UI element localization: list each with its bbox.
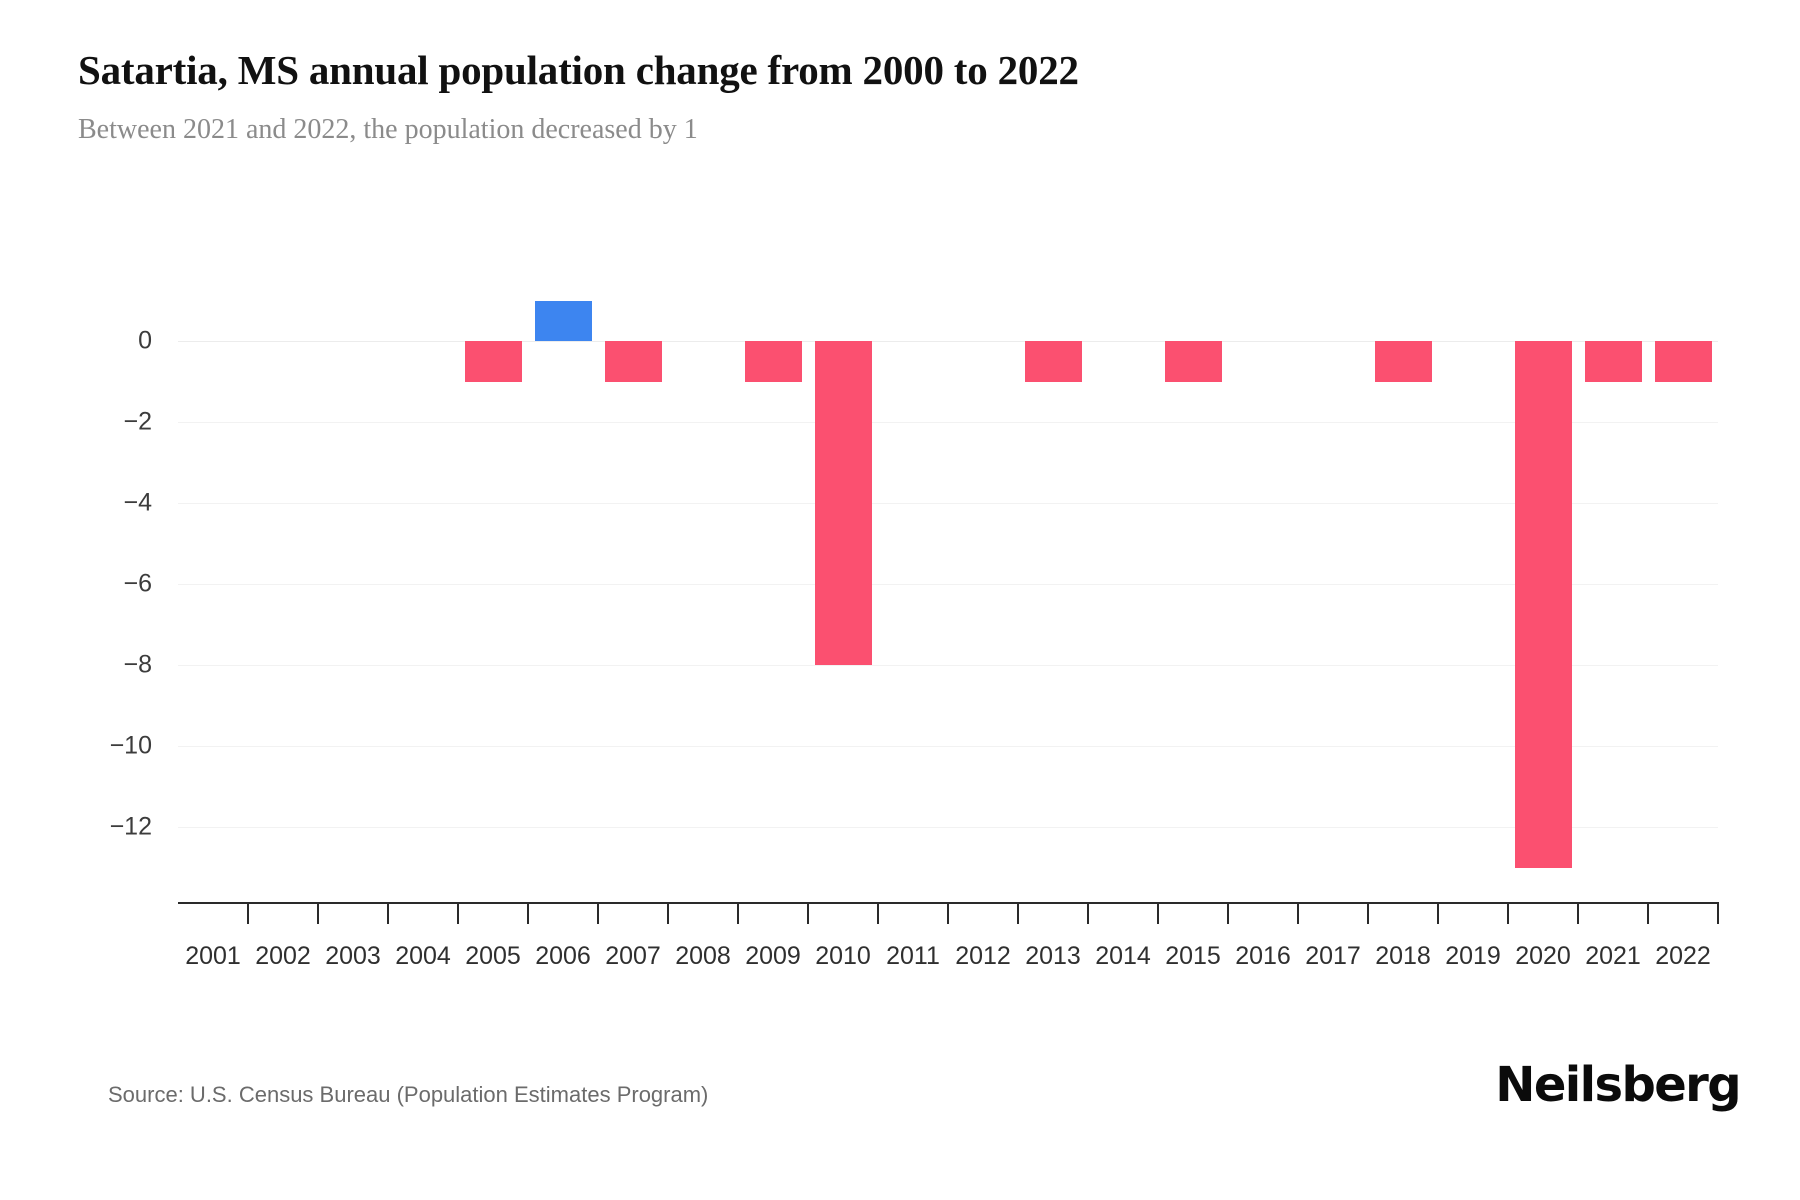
bar-2018[interactable] <box>1374 341 1432 382</box>
y-tick-label: −12 <box>109 812 152 841</box>
y-tick-label: −10 <box>109 731 152 760</box>
x-tick-label-2021: 2021 <box>1585 942 1641 970</box>
x-tick-label-2002: 2002 <box>255 942 311 970</box>
page-title: Satartia, MS annual population change fr… <box>78 47 1079 93</box>
x-tick-label-2018: 2018 <box>1375 942 1431 970</box>
x-tick-label-2006: 2006 <box>535 942 591 970</box>
chart-header: Satartia, MS annual population change fr… <box>78 47 1740 147</box>
brand-logo: Neilsberg <box>1495 1057 1741 1113</box>
x-tick-label-2009: 2009 <box>745 942 801 970</box>
gridline--10 <box>178 746 1718 747</box>
bar-2009[interactable] <box>744 341 802 382</box>
y-tick-label: −4 <box>123 488 152 517</box>
gridline--12 <box>178 827 1718 828</box>
x-tick-label-2015: 2015 <box>1165 942 1221 970</box>
y-tick-label: −2 <box>123 407 152 436</box>
x-tick-label-2011: 2011 <box>886 942 940 970</box>
bar-2022[interactable] <box>1654 341 1712 382</box>
bar-2006[interactable] <box>534 300 592 341</box>
x-tick-mark <box>1647 902 1649 924</box>
x-tick-mark <box>807 902 809 924</box>
bar-2020[interactable] <box>1514 341 1572 868</box>
x-tick-mark <box>1437 902 1439 924</box>
x-tick-label-2019: 2019 <box>1445 942 1501 970</box>
x-tick-mark <box>877 902 879 924</box>
x-tick-mark <box>1717 902 1719 924</box>
x-tick-mark <box>1297 902 1299 924</box>
y-tick-label: 0 <box>138 326 152 355</box>
x-tick-label-2010: 2010 <box>815 942 871 970</box>
x-tick-label-2012: 2012 <box>955 942 1011 970</box>
x-tick-label-2005: 2005 <box>465 942 521 970</box>
bar-2007[interactable] <box>604 341 662 382</box>
y-tick-label: −8 <box>123 650 152 679</box>
bar-2013[interactable] <box>1024 341 1082 382</box>
x-tick-mark <box>527 902 529 924</box>
x-tick-label-2013: 2013 <box>1025 942 1081 970</box>
x-tick-label-2017: 2017 <box>1305 942 1361 970</box>
gridline-0 <box>178 341 1718 342</box>
bar-2010[interactable] <box>814 341 872 665</box>
x-tick-label-2004: 2004 <box>395 942 451 970</box>
x-tick-label-2020: 2020 <box>1515 942 1571 970</box>
gridline--2 <box>178 422 1718 423</box>
x-tick-mark <box>737 902 739 924</box>
bar-2021[interactable] <box>1584 341 1642 382</box>
gridline--6 <box>178 584 1718 585</box>
x-tick-label-2022: 2022 <box>1655 942 1711 970</box>
x-tick-mark <box>1507 902 1509 924</box>
gridline--8 <box>178 665 1718 666</box>
x-tick-mark <box>1087 902 1089 924</box>
x-tick-label-2008: 2008 <box>675 942 731 970</box>
chart-subtitle: Between 2021 and 2022, the population de… <box>78 113 698 145</box>
x-tick-mark <box>457 902 459 924</box>
x-tick-label-2016: 2016 <box>1235 942 1291 970</box>
source-note: Source: U.S. Census Bureau (Population E… <box>108 1082 709 1107</box>
x-tick-mark <box>1017 902 1019 924</box>
x-tick-label-2014: 2014 <box>1095 942 1151 970</box>
y-tick-label: −6 <box>123 569 152 598</box>
x-tick-label-2007: 2007 <box>605 942 661 970</box>
x-tick-mark <box>1157 902 1159 924</box>
bar-2015[interactable] <box>1164 341 1222 382</box>
x-tick-mark <box>597 902 599 924</box>
x-tick-mark <box>387 902 389 924</box>
x-tick-mark <box>667 902 669 924</box>
gridline--4 <box>178 503 1718 504</box>
x-tick-mark <box>247 902 249 924</box>
bar-2005[interactable] <box>464 341 522 382</box>
x-tick-mark <box>1367 902 1369 924</box>
x-tick-mark <box>1227 902 1229 924</box>
x-tick-mark <box>317 902 319 924</box>
x-tick-mark <box>1577 902 1579 924</box>
x-tick-label-2001: 2001 <box>185 942 241 970</box>
x-tick-label-2003: 2003 <box>325 942 381 970</box>
x-tick-mark <box>947 902 949 924</box>
